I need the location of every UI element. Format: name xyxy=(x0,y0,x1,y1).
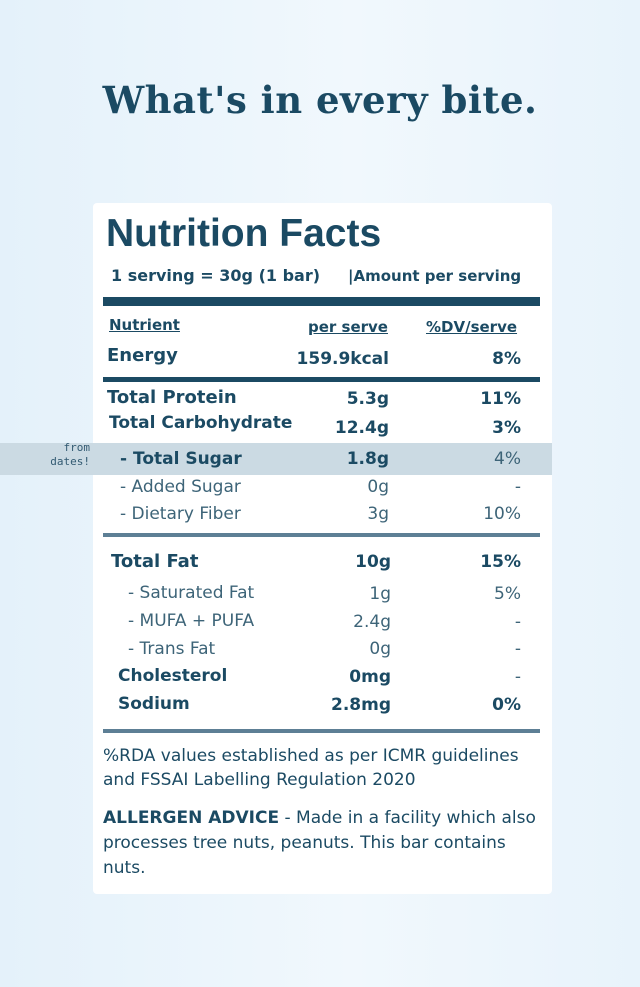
divider-grey xyxy=(103,533,540,537)
sugar-annotation: from dates! xyxy=(50,441,90,468)
nutrient-dv: 5% xyxy=(494,584,521,604)
nutrient-dv: 15% xyxy=(480,552,521,572)
nutrient-name: Total Fat xyxy=(111,551,199,572)
nutrient-name: - Dietary Fiber xyxy=(120,504,241,524)
nutrient-name: Total Protein xyxy=(107,387,237,408)
column-header-per-serve: per serve xyxy=(308,318,388,336)
divider-grey xyxy=(103,729,540,733)
nutrient-dv: - xyxy=(514,639,521,659)
column-header-nutrient: Nutrient xyxy=(109,316,180,334)
label-title: Nutrition Facts xyxy=(106,212,382,255)
allergen-advice: ALLERGEN ADVICE - Made in a facility whi… xyxy=(103,806,548,881)
nutrient-row: - Trans Fat 0g - xyxy=(0,639,640,663)
nutrient-value: 2.4g xyxy=(353,612,391,632)
nutrient-name: - Added Sugar xyxy=(120,477,241,497)
nutrient-value: 12.4g xyxy=(334,418,389,438)
nutrient-row: Total Fat 10g 15% xyxy=(0,551,640,575)
nutrient-row: Total Protein 5.3g 11% xyxy=(0,387,640,411)
nutrient-row: Cholesterol 0mg - xyxy=(0,666,640,690)
nutrition-card xyxy=(93,203,552,894)
nutrient-dv: 3% xyxy=(492,418,521,438)
nutrient-dv: 4% xyxy=(494,449,521,469)
nutrient-value: 159.9kcal xyxy=(296,349,389,369)
nutrient-value: 3g xyxy=(367,504,389,524)
allergen-text: - Made in a facility which also processe… xyxy=(103,808,536,878)
allergen-title: ALLERGEN ADVICE xyxy=(103,808,280,828)
nutrient-row: - Saturated Fat 1g 5% xyxy=(0,583,640,607)
nutrient-name: Energy xyxy=(107,345,178,366)
nutrient-name: Cholesterol xyxy=(118,666,228,686)
nutrient-name: - Trans Fat xyxy=(128,639,216,659)
nutrient-name: Total Carbohydrate xyxy=(109,413,293,433)
page-heading: What's in every bite. xyxy=(102,78,538,122)
nutrient-row: - Added Sugar 0g - xyxy=(0,477,640,501)
nutrient-value: 0mg xyxy=(349,667,391,687)
nutrient-value: 0g xyxy=(369,639,391,659)
nutrient-name: - Saturated Fat xyxy=(128,583,255,603)
nutrient-row: - Dietary Fiber 3g 10% xyxy=(0,504,640,528)
nutrient-dv: 10% xyxy=(483,504,521,524)
nutrient-value: 0g xyxy=(367,477,389,497)
nutrient-row: Total Carbohydrate 12.4g 3% xyxy=(0,413,640,438)
nutrient-name: - MUFA + PUFA xyxy=(128,611,255,631)
nutrient-row: Sodium 2.8mg 0% xyxy=(0,694,640,718)
nutrient-name: Sodium xyxy=(118,694,190,714)
serving-size: 1 serving = 30g (1 bar) xyxy=(111,266,321,285)
nutrient-row: - MUFA + PUFA 2.4g - xyxy=(0,611,640,635)
nutrient-value: 2.8mg xyxy=(331,695,391,715)
nutrient-dv: 8% xyxy=(492,349,521,369)
nutrient-dv: 0% xyxy=(492,695,521,715)
nutrient-dv: 11% xyxy=(480,389,521,409)
divider-medium xyxy=(103,377,540,382)
nutrient-value: 1g xyxy=(369,584,391,604)
sugar-highlight-band xyxy=(0,443,552,475)
nutrient-value: 1.8g xyxy=(346,449,389,469)
amount-per-serving: |Amount per serving xyxy=(348,267,522,285)
rda-note: %RDA values established as per ICMR guid… xyxy=(103,746,519,790)
column-header-dv: %DV/serve xyxy=(426,318,518,336)
nutrient-dv: - xyxy=(514,477,521,497)
nutrient-dv: - xyxy=(514,667,521,687)
nutrient-row: - Total Sugar 1.8g 4% xyxy=(0,449,640,473)
nutrient-dv: - xyxy=(514,612,521,632)
divider-thick xyxy=(103,297,540,306)
nutrient-value: 5.3g xyxy=(346,389,389,409)
nutrient-name: - Total Sugar xyxy=(120,449,242,469)
nutrient-row: Energy 159.9kcal 8% xyxy=(0,345,640,369)
nutrient-value: 10g xyxy=(355,552,391,572)
